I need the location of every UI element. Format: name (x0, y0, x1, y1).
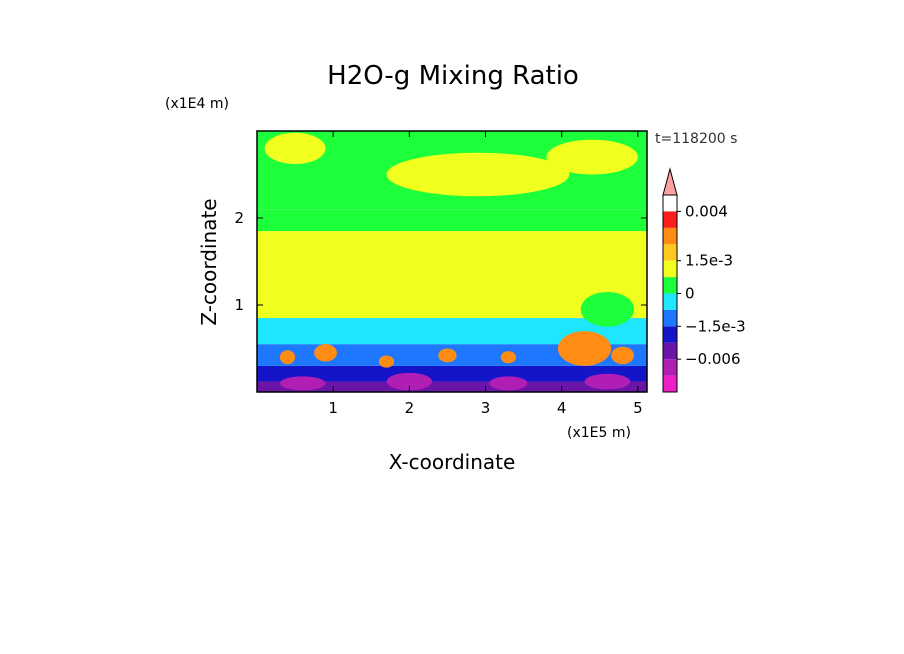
field-feature (489, 376, 528, 391)
y-scale-label: (x1E4 m) (165, 96, 229, 112)
x-tick-label: 4 (557, 399, 567, 417)
field-feature (584, 373, 631, 390)
plot-frame (256, 130, 648, 393)
x-tick-label: 5 (633, 399, 643, 417)
field-feature (500, 351, 516, 364)
field-feature (386, 372, 433, 391)
y-ticks: 12 (234, 209, 647, 314)
y-tick-label: 2 (234, 209, 244, 227)
field-feature (386, 152, 570, 197)
x-tick-label: 2 (405, 399, 415, 417)
colorbar-segment (663, 309, 677, 327)
x-tick-label: 1 (328, 399, 338, 417)
field-feature (279, 376, 326, 391)
field-feature (438, 348, 457, 363)
chart-title: H2O-g Mixing Ratio (327, 61, 579, 91)
colorbar-label: −1.5e-3 (685, 317, 746, 335)
colorbar-segment (663, 326, 677, 343)
colorbar-label: 1.5e-3 (685, 252, 733, 270)
x-axis-label: X-coordinate (389, 450, 516, 474)
field-band (257, 209, 647, 232)
colorbar-label: −0.006 (685, 350, 741, 368)
x-scale-label: (x1E5 m) (567, 425, 631, 441)
field-feature (378, 355, 395, 368)
colorbar-labels: 0.004 1.5e-3 0 −1.5e-3 −0.006 (677, 202, 746, 368)
colorbar-segment (663, 227, 677, 245)
colorbar-segment (663, 244, 677, 261)
field-feature (611, 346, 635, 365)
field-feature (302, 244, 410, 314)
x-tick-label: 3 (481, 399, 491, 417)
colorbar-segment (663, 260, 677, 278)
colorbar-label: 0 (685, 285, 695, 303)
plot-area (257, 131, 647, 392)
field-feature (557, 331, 612, 366)
x-ticks: 1 2 3 4 5 (328, 131, 643, 417)
colorbar (662, 167, 678, 393)
field-feature (485, 248, 577, 310)
colorbar-segment (663, 293, 677, 310)
colorbar-segment (663, 375, 677, 392)
field-feature (264, 132, 326, 165)
time-label: t=118200 s (655, 131, 737, 147)
field-band (257, 365, 647, 382)
colorbar-segment (663, 342, 677, 360)
colorbar-segment (663, 211, 677, 228)
y-tick-label: 1 (234, 296, 244, 314)
field-feature (279, 350, 296, 365)
field-feature (314, 344, 337, 362)
field-band (257, 381, 647, 392)
colorbar-segment (663, 359, 677, 376)
y-axis-label: Z-coordinate (197, 198, 221, 325)
field-feature (546, 139, 638, 175)
colorbar-extend-arrow (662, 167, 678, 196)
colorbar-segment (663, 277, 677, 294)
colorbar-label: 0.004 (685, 202, 728, 220)
field-feature (580, 291, 635, 327)
